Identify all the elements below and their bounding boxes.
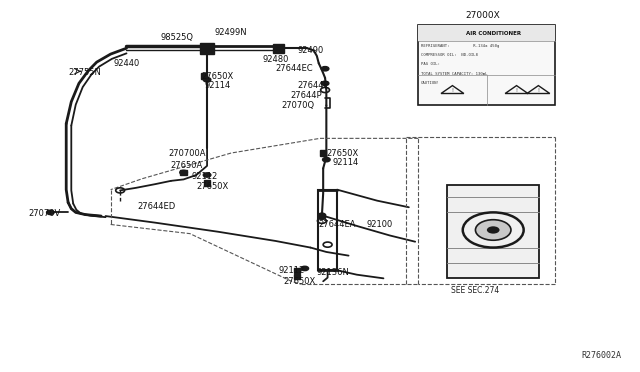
Text: COMPRESSOR OIL:  ND-OIL8: COMPRESSOR OIL: ND-OIL8 bbox=[421, 53, 478, 57]
Text: 92114: 92114 bbox=[332, 158, 358, 167]
Text: 270700A: 270700A bbox=[168, 148, 205, 157]
Bar bbox=[204, 180, 211, 186]
Text: 27644ED: 27644ED bbox=[138, 202, 176, 211]
Bar bbox=[419, 25, 555, 41]
Text: 27644E: 27644E bbox=[298, 81, 330, 90]
Text: !: ! bbox=[516, 88, 518, 93]
Text: 27650X: 27650X bbox=[326, 148, 358, 157]
Text: 27650A: 27650A bbox=[171, 161, 203, 170]
Bar bbox=[320, 150, 326, 156]
Text: 27070V: 27070V bbox=[28, 209, 60, 218]
Text: REFRIGERANT:          R-134a 450g: REFRIGERANT: R-134a 450g bbox=[421, 44, 499, 48]
Circle shape bbox=[476, 220, 511, 240]
Text: TOTAL SYSTEM CAPACITY: 130mL: TOTAL SYSTEM CAPACITY: 130mL bbox=[421, 71, 488, 76]
Text: 27070Q: 27070Q bbox=[281, 101, 314, 110]
Circle shape bbox=[318, 215, 326, 219]
Text: 92112: 92112 bbox=[191, 172, 218, 181]
Text: 27644P: 27644P bbox=[290, 91, 322, 100]
Text: 92490: 92490 bbox=[298, 46, 324, 55]
Text: 92114: 92114 bbox=[204, 81, 230, 90]
Circle shape bbox=[487, 226, 500, 234]
Circle shape bbox=[321, 67, 329, 71]
Text: 27650X: 27650X bbox=[201, 71, 234, 81]
Circle shape bbox=[323, 157, 330, 162]
Bar bbox=[294, 267, 300, 273]
Circle shape bbox=[204, 173, 211, 177]
Circle shape bbox=[180, 170, 188, 174]
Text: 92136N: 92136N bbox=[317, 267, 350, 277]
Text: R276002A: R276002A bbox=[581, 351, 621, 360]
Text: AIR CONDITIONER: AIR CONDITIONER bbox=[466, 31, 521, 36]
Text: 92100: 92100 bbox=[367, 220, 393, 229]
Text: 27644EC: 27644EC bbox=[276, 64, 314, 73]
Text: SEE SEC.274: SEE SEC.274 bbox=[451, 286, 500, 295]
Circle shape bbox=[318, 213, 326, 218]
Text: 92480: 92480 bbox=[262, 55, 289, 64]
Bar bbox=[419, 25, 555, 105]
Text: 27650X: 27650X bbox=[283, 277, 315, 286]
Text: 92112: 92112 bbox=[279, 266, 305, 275]
Bar bbox=[180, 170, 187, 175]
Text: 27755N: 27755N bbox=[69, 68, 102, 77]
Bar bbox=[273, 44, 284, 53]
Text: 27644EA: 27644EA bbox=[318, 220, 356, 229]
Bar bbox=[201, 73, 207, 79]
Text: !: ! bbox=[538, 88, 540, 93]
Text: 92440: 92440 bbox=[113, 59, 140, 68]
Text: 27000X: 27000X bbox=[466, 11, 500, 20]
Text: !: ! bbox=[451, 88, 454, 93]
Bar bbox=[318, 190, 337, 270]
Text: CAUTION!: CAUTION! bbox=[421, 81, 440, 85]
Bar bbox=[200, 43, 214, 54]
Bar bbox=[294, 274, 300, 279]
Text: 98525Q: 98525Q bbox=[161, 33, 194, 42]
Circle shape bbox=[204, 77, 211, 82]
Circle shape bbox=[321, 81, 329, 86]
Text: PAG OIL:: PAG OIL: bbox=[421, 62, 440, 66]
Circle shape bbox=[47, 210, 54, 215]
Circle shape bbox=[301, 266, 308, 271]
Text: 27650X: 27650X bbox=[196, 182, 228, 191]
Text: 92499N: 92499N bbox=[215, 28, 248, 36]
Bar bbox=[447, 185, 539, 278]
